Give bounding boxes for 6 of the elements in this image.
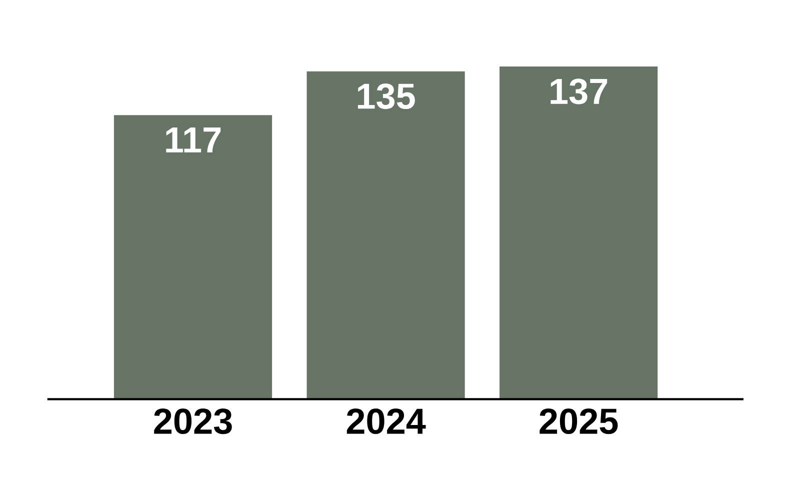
x-tick-label: 2023 bbox=[154, 408, 232, 434]
x-tick-label: 2025 bbox=[540, 408, 618, 434]
data-label: 135 bbox=[358, 83, 415, 110]
data-label: 137 bbox=[550, 78, 608, 104]
data-label: 117 bbox=[166, 128, 221, 152]
x-tick-label: 2024 bbox=[346, 408, 426, 434]
